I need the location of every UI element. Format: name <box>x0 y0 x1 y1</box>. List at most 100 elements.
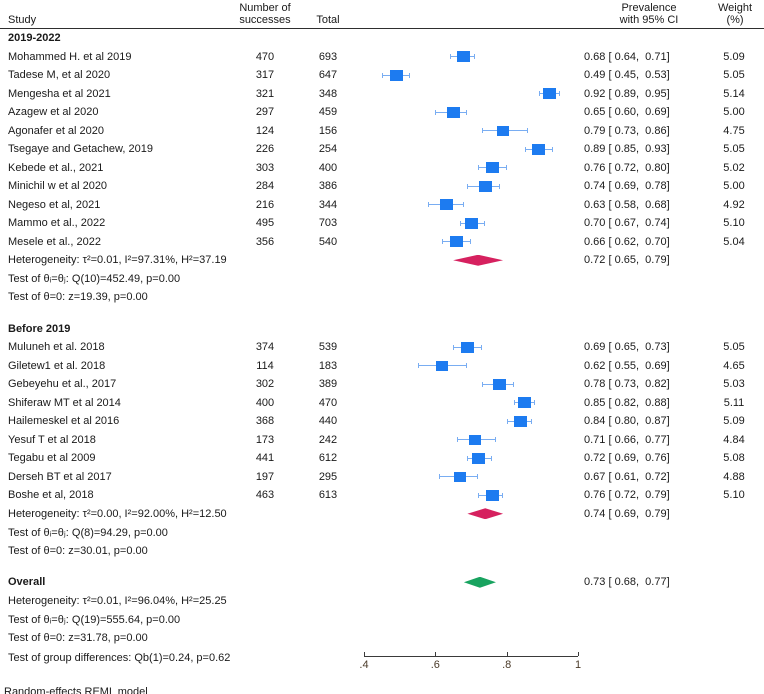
ci-cap-right <box>552 146 554 152</box>
column-header-total: Total <box>316 13 340 26</box>
total-value: 400 <box>318 161 338 174</box>
successes-value: 317 <box>255 69 275 82</box>
weight-value: 4.92 <box>723 198 745 211</box>
prevalence-ci-value: 0.76 [ 0.72, 0.79] <box>584 489 670 502</box>
study-name: Mengesha et al 2021 <box>8 87 111 100</box>
test-theta-ij-text: Test of θᵢ=θⱼ: Q(10)=452.49, p=0.00 <box>8 273 181 286</box>
estimate-square <box>478 180 492 192</box>
successes-value: 226 <box>255 143 275 156</box>
ci-plot-cell <box>356 66 584 85</box>
column-header-prevalence: Prevalence with 95% CI <box>584 2 714 26</box>
ci-cap-right <box>494 437 496 443</box>
total-value: 540 <box>318 235 338 248</box>
study-name: Tsegaye and Getachew, 2019 <box>8 143 153 156</box>
x-axis-tick-label: .8 <box>502 659 512 671</box>
ci-cap-left <box>460 220 462 226</box>
total-value: 389 <box>318 378 338 391</box>
x-axis-tick <box>364 652 365 656</box>
spacer <box>0 560 764 573</box>
spacer <box>0 307 764 320</box>
ci-plot-cell <box>356 449 584 468</box>
study-name: Mammo et al., 2022 <box>8 217 106 230</box>
study-row: Shiferaw MT et al 2014 400 470 0.85 [ 0.82,… <box>0 394 764 413</box>
ci-cap-right <box>530 418 532 424</box>
ci-cap-right <box>498 183 500 189</box>
estimate-square <box>532 143 546 155</box>
weight-value: 5.00 <box>723 106 745 119</box>
column-header-successes-line1: Number of <box>239 1 291 14</box>
overall-ci-value: 0.73 [ 0.68, 0.77] <box>584 576 670 589</box>
weight-value: 4.84 <box>723 433 745 446</box>
test-theta-zero-text: Test of θ=0: z=30.01, p=0.00 <box>8 544 148 557</box>
group-summary-ci-value: 0.74 [ 0.69, 0.79] <box>584 507 670 520</box>
prevalence-ci-value: 0.68 [ 0.64, 0.71] <box>584 50 670 63</box>
ci-cap-left <box>478 492 480 498</box>
study-name: Giletew1 et al. 2018 <box>8 359 106 372</box>
overall-stat-row: Test of θᵢ=θⱼ: Q(19)=555.64, p=0.00 <box>0 610 764 629</box>
x-axis-tick-label: 1 <box>574 659 582 671</box>
prevalence-ci-value: 0.78 [ 0.73, 0.82] <box>584 378 670 391</box>
prevalence-ci-value: 0.92 [ 0.89, 0.95] <box>584 87 670 100</box>
column-header-successes-line2: successes <box>239 13 291 26</box>
ci-cap-right <box>559 91 561 97</box>
test-row: Test of θᵢ=θⱼ: Q(8)=94.29, p=0.00 <box>0 523 764 542</box>
ci-cap-right <box>470 239 471 245</box>
study-name: Derseh BT et al 2017 <box>8 470 112 483</box>
study-row: Muluneh et al. 2018 374 539 0.69 [ 0.65, 0.… <box>0 338 764 357</box>
successes-value: 463 <box>255 489 275 502</box>
successes-value: 302 <box>255 378 275 391</box>
estimate-square <box>485 489 499 501</box>
estimate-square <box>457 51 471 63</box>
axis-row: Test of group differences: Qb(1)=0.24, p… <box>0 649 764 679</box>
prevalence-ci-value: 0.67 [ 0.61, 0.72] <box>584 470 670 483</box>
column-header-prevalence-line1: Prevalence <box>621 1 677 14</box>
study-row: Kebede et al., 2021 303 400 0.76 [ 0.72, 0.… <box>0 159 764 178</box>
x-axis-tick <box>506 652 508 656</box>
study-row: Mesele et al., 2022 356 540 0.66 [ 0.62, 0.… <box>0 233 764 252</box>
total-value: 348 <box>318 87 338 100</box>
weight-value: 5.08 <box>723 452 745 465</box>
ci-plot-cell <box>356 159 584 178</box>
successes-value: 124 <box>255 124 275 137</box>
summary-plot-cell <box>356 573 584 592</box>
study-name: Gebeyehu et al., 2017 <box>8 378 117 391</box>
ci-cap-right <box>409 72 411 78</box>
total-value: 183 <box>318 359 338 372</box>
ci-plot-cell <box>356 85 584 104</box>
ci-cap-left <box>538 91 540 97</box>
estimate-square <box>460 341 474 353</box>
group-label: 2019-2022 <box>8 32 61 45</box>
successes-value: 470 <box>255 50 275 63</box>
study-row: Tsegaye and Getachew, 2019 226 254 0.89 [ 0… <box>0 140 764 159</box>
column-header-successes: Number of successes <box>230 2 300 26</box>
study-name: Boshe et al, 2018 <box>8 489 94 502</box>
total-value: 612 <box>318 452 338 465</box>
study-name: Mesele et al., 2022 <box>8 235 101 248</box>
study-row: Hailemeskel et al 2016 368 440 0.84 [ 0.80,… <box>0 412 764 431</box>
ci-cap-left <box>417 363 419 369</box>
study-name: Agonafer et al 2020 <box>8 124 105 137</box>
ci-plot-cell <box>356 196 584 215</box>
successes-value: 321 <box>255 87 275 100</box>
table-header: Study Number of successes Total Prevalen… <box>0 0 764 29</box>
total-value: 470 <box>318 396 338 409</box>
x-axis-tick-label: .6 <box>430 659 440 671</box>
prevalence-ci-value: 0.49 [ 0.45, 0.53] <box>584 69 670 82</box>
column-header-prevalence-line2: with 95% CI <box>619 13 679 26</box>
estimate-square <box>542 88 556 100</box>
prevalence-ci-value: 0.76 [ 0.72, 0.80] <box>584 161 670 174</box>
study-name: Minichil w et al 2020 <box>8 180 108 193</box>
ci-cap-right <box>502 492 504 498</box>
x-axis-tick <box>435 652 437 656</box>
weight-value: 4.65 <box>723 359 745 372</box>
prevalence-ci-value: 0.65 [ 0.60, 0.69] <box>584 106 670 119</box>
ci-cap-left <box>467 455 469 461</box>
ci-plot-cell <box>356 338 584 357</box>
ci-cap-left <box>456 437 458 443</box>
group-header-row: 2019-2022 <box>0 29 764 48</box>
ci-cap-right <box>505 165 507 171</box>
group-summary-row: Heterogeneity: τ²=0.01, I²=97.31%, H²=37… <box>0 251 764 270</box>
total-value: 156 <box>318 124 338 137</box>
study-row: Derseh BT et al 2017 197 295 0.67 [ 0.61, 0… <box>0 468 764 487</box>
